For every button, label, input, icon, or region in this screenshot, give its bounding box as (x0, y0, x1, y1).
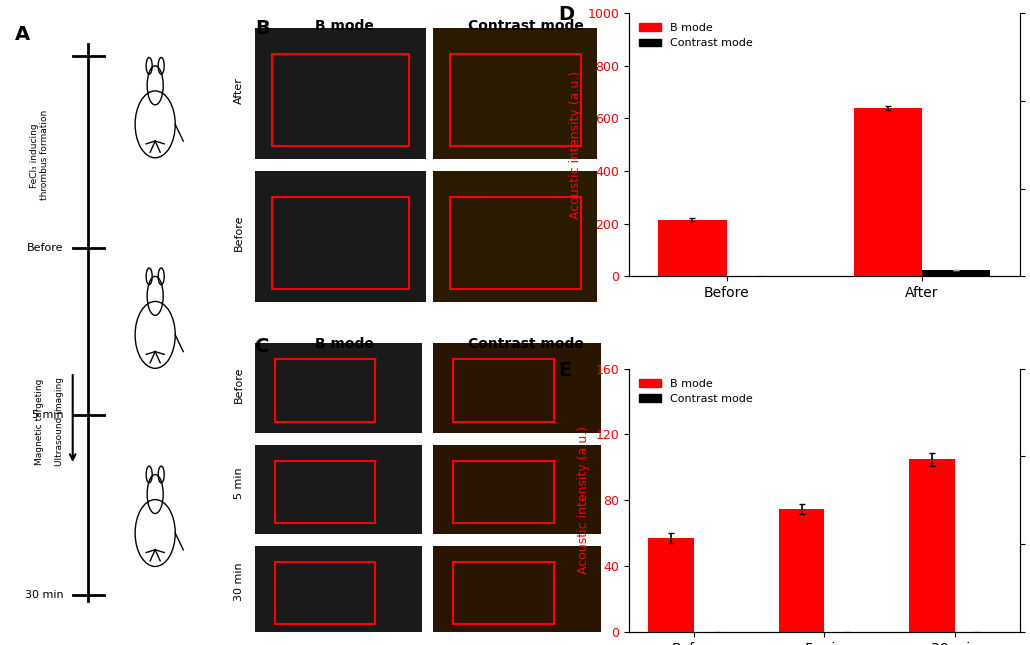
Bar (434, 28, 597, 159)
Bar (434, 546, 600, 635)
Text: Before: Before (234, 367, 244, 403)
Bar (453, 461, 554, 523)
Bar (272, 197, 409, 288)
Bar (434, 171, 597, 302)
Text: Contrast mode: Contrast mode (468, 19, 584, 33)
Text: B mode: B mode (314, 19, 374, 33)
Y-axis label: Acoustic intensity (a.u.): Acoustic intensity (a.u.) (577, 426, 590, 575)
Bar (922, 270, 991, 277)
Text: 30 min: 30 min (25, 590, 64, 600)
Text: 5 min: 5 min (32, 410, 64, 421)
Bar (854, 108, 922, 277)
Text: 5 min: 5 min (234, 468, 244, 499)
Text: After: After (234, 77, 244, 104)
Text: Before: Before (27, 243, 64, 253)
Bar (909, 459, 955, 632)
Text: C: C (254, 337, 269, 357)
Bar (449, 54, 581, 146)
Text: E: E (558, 361, 572, 380)
Legend: B mode, Contrast mode: B mode, Contrast mode (634, 19, 757, 53)
Bar (434, 444, 600, 534)
Y-axis label: Acoustic intensity (a.u.): Acoustic intensity (a.u.) (569, 70, 582, 219)
Text: B: B (254, 19, 270, 38)
Text: FeCl₃ inducing
thrombus formation: FeCl₃ inducing thrombus formation (30, 110, 49, 201)
Bar (254, 444, 422, 534)
Bar (275, 359, 376, 422)
Bar (434, 343, 600, 433)
Text: Magnetic targeting: Magnetic targeting (35, 379, 44, 465)
Bar (658, 220, 726, 277)
Bar (254, 171, 426, 302)
Bar (449, 197, 581, 288)
Bar (779, 509, 824, 632)
Text: B mode: B mode (314, 337, 374, 352)
Bar (272, 54, 409, 146)
Bar (453, 562, 554, 624)
Bar (275, 461, 376, 523)
Bar (649, 538, 694, 632)
Legend: B mode, Contrast mode: B mode, Contrast mode (634, 374, 757, 409)
Text: D: D (558, 5, 575, 24)
Text: 30 min: 30 min (234, 562, 244, 600)
Bar (254, 546, 422, 635)
Text: Ultrasound imaging: Ultrasound imaging (55, 377, 64, 466)
Text: A: A (14, 25, 30, 45)
Bar (453, 359, 554, 422)
Text: Before: Before (234, 215, 244, 252)
Bar (275, 562, 376, 624)
Bar (254, 343, 422, 433)
Bar (254, 28, 426, 159)
Text: Contrast mode: Contrast mode (468, 337, 584, 352)
